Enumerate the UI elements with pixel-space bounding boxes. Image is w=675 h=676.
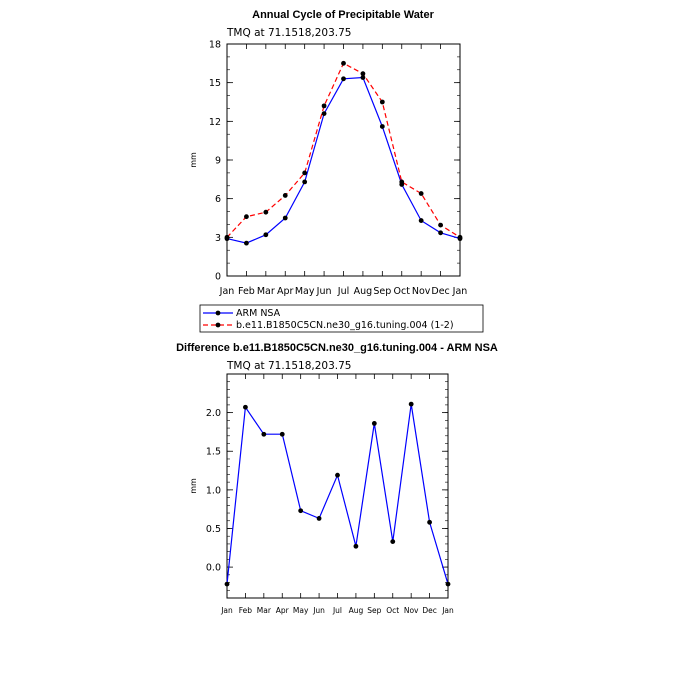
x-tick-label: Sep — [373, 286, 391, 297]
series-0-point — [224, 581, 230, 587]
y-tick-label: 18 — [209, 40, 221, 51]
series-1-point — [282, 193, 288, 198]
x-tick-label: Jan — [452, 286, 468, 297]
series-1-point — [263, 209, 269, 215]
x-tick-label: Jul — [332, 606, 342, 615]
series-0-point — [302, 179, 308, 185]
x-tick-label: Jan — [441, 606, 454, 615]
series-0-point — [263, 232, 269, 238]
series-0-point — [445, 581, 451, 587]
x-tick-label: May — [293, 606, 309, 615]
x-tick-label: Jan — [220, 606, 233, 615]
series-0-point — [341, 76, 346, 82]
series-1-point — [341, 60, 346, 66]
series-0-point — [371, 421, 377, 426]
legend: ARM NSA b.e11.B1850C5CN.ne30_g16.tuning.… — [199, 304, 484, 333]
y-tick-label: 2.0 — [206, 408, 221, 419]
series-0-point — [335, 472, 340, 478]
series-1-point — [360, 71, 366, 77]
x-tick-label: May — [295, 286, 315, 297]
x-tick-label: Dec — [431, 286, 449, 297]
y-tick-label: 0.0 — [206, 563, 221, 574]
x-tick-label: Feb — [238, 286, 255, 297]
y-tick-label: 12 — [209, 117, 221, 128]
x-tick-label: Jan — [219, 286, 235, 297]
series-line-0 — [226, 404, 449, 585]
series-1-point — [302, 170, 308, 176]
series-line-0 — [226, 76, 461, 244]
x-tick-label: Nov — [412, 286, 431, 297]
legend-marker-model — [215, 322, 221, 328]
chart-title: Annual Cycle of Precipitable Water — [252, 9, 434, 21]
series-0-point — [316, 516, 322, 521]
x-tick-label: Jun — [312, 606, 325, 615]
y-tick-label: 0.5 — [206, 524, 221, 535]
series-0-point — [243, 404, 248, 410]
series-1-point — [457, 234, 463, 240]
y-tick-label: 1.0 — [206, 485, 221, 496]
x-tick-label: Feb — [239, 606, 253, 615]
series-0-point — [418, 218, 424, 223]
chart-subtitle: TMQ at 71.1518,203.75 — [226, 360, 351, 372]
series-0-point — [427, 519, 432, 525]
series-1-point — [379, 99, 385, 105]
series-0-point — [282, 215, 288, 221]
x-tick-label: Oct — [386, 606, 399, 615]
x-tick-label: Apr — [277, 286, 294, 297]
series-0-point — [438, 230, 443, 236]
series-1-point — [244, 214, 249, 220]
legend-label-model: b.e11.B1850C5CN.ne30_g16.tuning.004 (1-2… — [236, 320, 454, 331]
series-0-point — [353, 543, 359, 549]
x-tick-label: Aug — [354, 286, 373, 297]
x-tick-label: Nov — [404, 606, 419, 615]
legend-marker-arm — [215, 310, 221, 316]
y-tick-label: 3 — [215, 233, 221, 244]
series-1-point — [438, 222, 443, 228]
series-0-point — [360, 75, 366, 80]
y-tick-label: 0 — [215, 272, 221, 283]
x-tick-label: Dec — [422, 606, 437, 615]
legend-label-arm: ARM NSA — [236, 308, 281, 319]
series-0-point — [261, 431, 267, 437]
series-1-point — [224, 234, 230, 240]
y-tick-label: 9 — [215, 156, 221, 167]
x-tick-label: Oct — [394, 286, 411, 297]
series-0-point — [244, 240, 249, 246]
y-axis-label: mm — [189, 478, 198, 494]
x-tick-label: Mar — [257, 606, 272, 615]
chart-title: Difference b.e11.B1850C5CN.ne30_g16.tuni… — [176, 342, 498, 354]
chart-subtitle: TMQ at 71.1518,203.75 — [226, 27, 351, 39]
series-0-point — [279, 431, 285, 437]
y-tick-label: 15 — [209, 78, 221, 89]
x-tick-label: Jun — [316, 286, 332, 297]
y-tick-label: 1.5 — [206, 447, 221, 458]
annual-cycle-chart: Annual Cycle of Precipitable Water TMQ a… — [189, 9, 484, 333]
series-0-point — [379, 124, 385, 129]
series-0-point — [390, 539, 396, 545]
x-tick-label: Sep — [367, 606, 381, 615]
series-1-point — [321, 103, 327, 109]
difference-chart: Difference b.e11.B1850C5CN.ne30_g16.tuni… — [176, 342, 498, 615]
series-1-point — [399, 179, 405, 185]
y-axis-label: mm — [189, 152, 198, 168]
plot-frame — [226, 373, 449, 599]
legend-box — [199, 304, 484, 333]
series-0-point — [321, 111, 327, 116]
series-0-point — [408, 401, 414, 407]
series-line-1 — [226, 62, 461, 238]
series-0-point — [298, 508, 304, 514]
x-tick-label: Apr — [276, 606, 290, 615]
series-1-point — [418, 191, 424, 196]
x-tick-label: Jul — [337, 286, 349, 297]
x-tick-label: Mar — [257, 286, 275, 297]
x-tick-label: Aug — [349, 606, 364, 615]
y-tick-label: 6 — [215, 194, 221, 205]
